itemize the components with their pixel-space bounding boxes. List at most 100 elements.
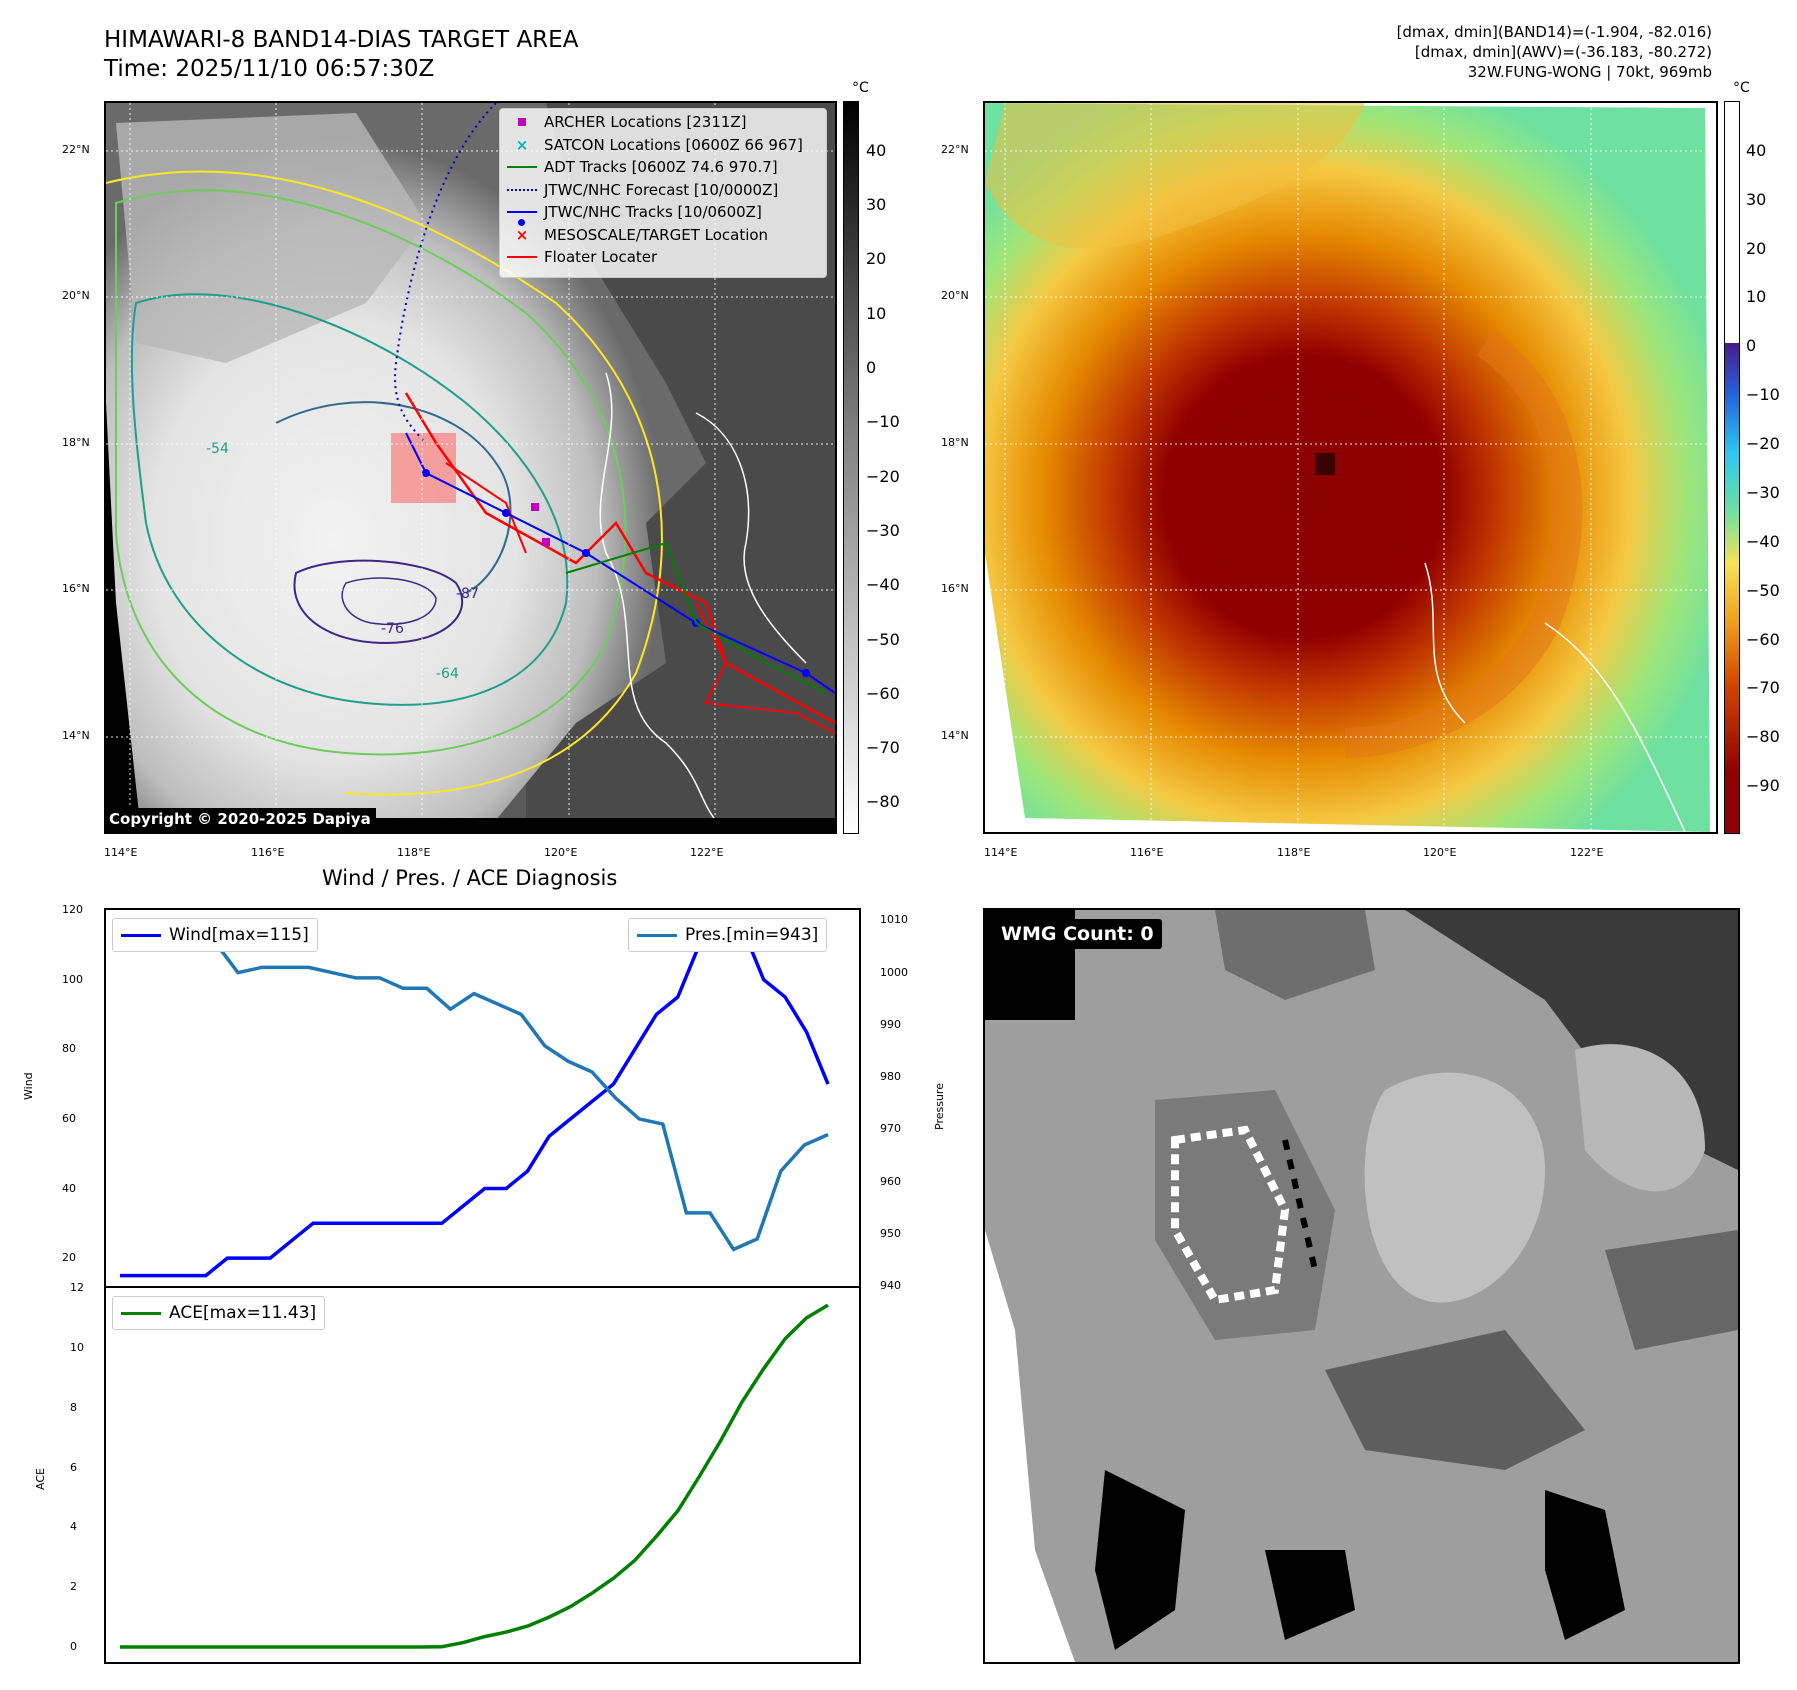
pressure-y-tick: 1010	[880, 913, 908, 927]
figure-title: HIMAWARI-8 BAND14-DIAS TARGET AREA Time:…	[104, 26, 578, 84]
ace-legend: ACE[max=11.43]	[112, 1296, 326, 1330]
pressure-legend-label: Pres.[min=943]	[685, 925, 819, 945]
pressure-y-tick: 990	[880, 1017, 901, 1031]
legend-satcon: × SATCON Locations [0600Z 66 967]	[515, 135, 803, 154]
wmg-image	[985, 910, 1738, 1662]
colorbar2-unit: °C	[1733, 80, 1750, 96]
ace-y-tick: 6	[70, 1460, 77, 1474]
figure-info: [dmax, dmin](BAND14)=(-1.904, -82.016) […	[1397, 22, 1712, 82]
title-line-1: HIMAWARI-8 BAND14-DIAS TARGET AREA	[104, 27, 579, 53]
map-legend: ARCHER Locations [2311Z] × SATCON Locatio…	[499, 108, 827, 278]
ace-y-tick: 0	[70, 1640, 77, 1654]
wmg-panel	[983, 908, 1740, 1664]
colorbar2-tick: 30	[1746, 189, 1767, 209]
ace-panel	[104, 1286, 861, 1664]
pressure-y-tick: 980	[880, 1070, 901, 1084]
legend-jtwc-forecast: JTWC/NHC Forecast [10/0000Z]	[500, 179, 826, 202]
copyright-label: Copyright © 2020-2025 Dapiya	[104, 808, 376, 830]
lon2-tick-118: 118°E	[1277, 846, 1311, 859]
pressure-y-tick: 960	[880, 1174, 901, 1188]
lon2-tick-120: 120°E	[1423, 846, 1457, 859]
lon-tick-120: 120°E	[544, 846, 578, 859]
colorbar1-tick: −60	[866, 683, 900, 703]
legend-mesoscale: × MESOSCALE/TARGET Location	[515, 225, 769, 244]
legend-floater: Floater Locater	[500, 246, 826, 269]
colorbar2-tick: 0	[1746, 336, 1757, 356]
ace-y-tick: 10	[70, 1340, 84, 1354]
lon2-tick-116: 116°E	[1130, 846, 1164, 859]
lon2-tick-122: 122°E	[1570, 846, 1604, 859]
wind-y-tick: 60	[62, 1111, 76, 1125]
colorbar1-tick: 10	[866, 303, 887, 323]
pressure-y-tick: 940	[880, 1279, 901, 1292]
colorbar1-tick: −20	[866, 466, 900, 486]
info-line-2: [dmax, dmin](AWV)=(-36.183, -80.272)	[1414, 43, 1712, 61]
colorbar2-tick: −50	[1746, 580, 1780, 600]
colorbar1-unit: °C	[852, 80, 869, 96]
wind-legend: Wind[max=115]	[112, 918, 318, 952]
ace-axis-label: ACE	[34, 1468, 47, 1490]
colorbar2-tick: −60	[1746, 629, 1780, 649]
ace-legend-label: ACE[max=11.43]	[169, 1303, 317, 1323]
colorbar1-tick: −30	[866, 520, 900, 540]
lat-tick-14: 14°N	[62, 729, 90, 742]
info-line-3: 32W.FUNG-WONG | 70kt, 969mb	[1467, 63, 1712, 81]
info-line-1: [dmax, dmin](BAND14)=(-1.904, -82.016)	[1396, 23, 1712, 41]
ace-y-tick: 4	[70, 1520, 77, 1534]
colorbar2-tick: 20	[1746, 238, 1767, 258]
wind-y-tick: 80	[62, 1042, 76, 1056]
colorbar2-tick: −20	[1746, 434, 1780, 454]
lon-tick-118: 118°E	[397, 846, 431, 859]
colorbar1-tick: 30	[866, 195, 887, 215]
pressure-series-line	[119, 924, 829, 1252]
lat-tick-22: 22°N	[62, 143, 90, 156]
contour-label-64: -64	[436, 666, 459, 682]
lon-tick-116: 116°E	[251, 846, 285, 859]
ace-series-line	[120, 1303, 829, 1649]
colorbar1-tick: 0	[866, 358, 877, 378]
awv-map-panel	[983, 101, 1718, 834]
colorbar2-tick: −10	[1746, 385, 1780, 405]
wind-y-tick: 100	[62, 972, 83, 986]
contour-label-87: -87	[456, 586, 479, 602]
lat-tick-18: 18°N	[62, 436, 90, 449]
awv-map-image	[985, 103, 1716, 832]
wind-pressure-panel	[104, 908, 861, 1288]
wind-y-tick: 40	[62, 1181, 76, 1195]
pressure-y-tick: 970	[880, 1122, 901, 1136]
lat-tick-16: 16°N	[62, 582, 90, 595]
colorbar2-tick: 10	[1746, 287, 1767, 307]
legend-adt: ADT Tracks [0600Z 74.6 970.7]	[500, 156, 826, 179]
colorbar-1	[843, 101, 859, 834]
pressure-axis-label: Pressure	[933, 1083, 946, 1130]
wind-y-tick: 120	[62, 903, 83, 916]
ace-plot	[120, 1303, 829, 1649]
legend-archer: ARCHER Locations [2311Z]	[500, 111, 826, 134]
lat2-tick-14: 14°N	[941, 729, 969, 742]
colorbar-2	[1724, 101, 1740, 834]
colorbar1-tick: −80	[866, 792, 900, 812]
colorbar1-tick: −40	[866, 575, 900, 595]
title-line-2: Time: 2025/11/10 06:57:30Z	[104, 56, 435, 82]
colorbar2-tick: −30	[1746, 482, 1780, 502]
lon-tick-114: 114°E	[104, 846, 138, 859]
wind-legend-label: Wind[max=115]	[169, 925, 309, 945]
lat2-tick-22: 22°N	[941, 143, 969, 156]
colorbar2-tick: −80	[1746, 727, 1780, 747]
colorbar1-tick: 40	[866, 140, 887, 160]
pressure-y-tick: 950	[880, 1226, 901, 1240]
wind-series-line	[120, 924, 830, 1278]
colorbar2-tick: −70	[1746, 678, 1780, 698]
colorbar2-tick: −40	[1746, 531, 1780, 551]
lat2-tick-18: 18°N	[941, 436, 969, 449]
contour-label-76: -76	[381, 621, 404, 637]
colorbar1-tick: −70	[866, 738, 900, 758]
wind-y-tick: 20	[62, 1251, 76, 1265]
lat-tick-20: 20°N	[62, 289, 90, 302]
colorbar1-tick: −10	[866, 412, 900, 432]
pressure-y-tick: 1000	[880, 965, 908, 979]
wind-pressure-plot	[119, 924, 830, 1278]
ace-y-tick: 8	[70, 1400, 77, 1414]
colorbar2-tick: 40	[1746, 140, 1767, 160]
contour-label-54: -54	[206, 441, 229, 457]
